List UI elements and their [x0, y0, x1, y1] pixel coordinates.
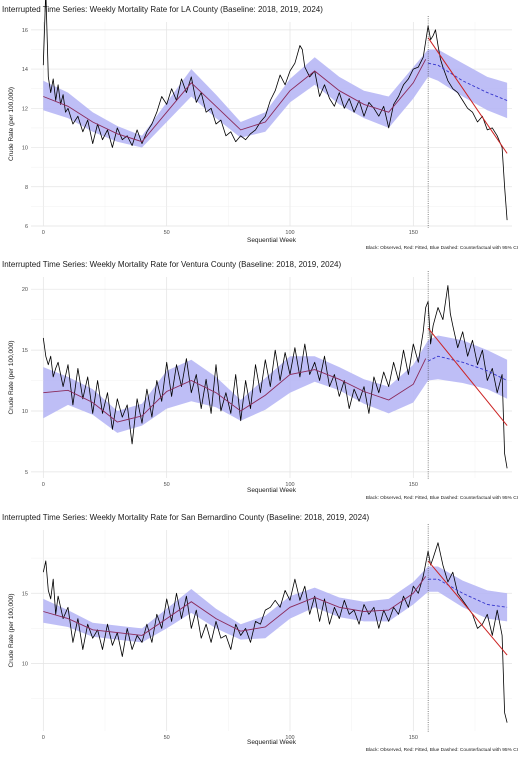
- fitted-line: [427, 327, 508, 426]
- grid: [31, 22, 512, 227]
- chart-panel-2: Interrupted Time Series: Weekly Mortalit…: [2, 513, 518, 753]
- chart-panel-0: Interrupted Time Series: Weekly Mortalit…: [2, 0, 518, 251]
- y-tick-label: 20: [22, 287, 28, 293]
- fitted-line: [43, 358, 427, 423]
- y-axis-label: Crude Rate (per 100,000): [8, 87, 15, 161]
- x-tick-label: 50: [164, 230, 170, 236]
- observed-line: [42, 0, 508, 221]
- counterfactual-line: [428, 62, 508, 101]
- x-tick-label: 150: [409, 735, 418, 741]
- y-tick-label: 10: [22, 662, 28, 668]
- counterfactual-line: [427, 355, 508, 381]
- x-tick-label: 100: [285, 482, 294, 488]
- confidence-band: [43, 335, 508, 433]
- x-tick-label: 50: [164, 735, 170, 741]
- confidence-band: [43, 566, 508, 643]
- y-tick-label: 15: [22, 348, 28, 354]
- chart-caption: Black: Observed, Red: Fitted, Blue Dashe…: [366, 747, 518, 753]
- y-tick-label: 5: [25, 470, 28, 476]
- chart-panel-1: Interrupted Time Series: Weekly Mortalit…: [2, 260, 518, 501]
- y-tick-label: 6: [25, 224, 28, 230]
- x-tick-label: 150: [409, 482, 418, 488]
- x-tick-label: 100: [285, 230, 294, 236]
- x-tick-label: 0: [42, 735, 45, 741]
- y-axis-label: Crude Rate (per 100,000): [8, 593, 15, 667]
- chart-title: Interrupted Time Series: Weekly Mortalit…: [2, 513, 369, 522]
- y-tick-label: 10: [22, 409, 28, 415]
- fitted-line: [427, 37, 508, 154]
- fitted-line: [427, 560, 508, 656]
- y-tick-label: 10: [22, 146, 28, 152]
- y-tick-label: 8: [25, 185, 28, 191]
- observed-line: [42, 285, 508, 469]
- y-tick-label: 15: [22, 591, 28, 597]
- chart-title: Interrupted Time Series: Weekly Mortalit…: [2, 260, 341, 269]
- x-axis-label: Sequential Week: [247, 739, 297, 746]
- x-tick-label: 0: [42, 482, 45, 488]
- chart-caption: Black: Observed, Red: Fitted, Blue Dashe…: [366, 495, 518, 501]
- chart-caption: Black: Observed, Red: Fitted, Blue Dashe…: [366, 245, 518, 251]
- x-tick-label: 0: [42, 230, 45, 236]
- fitted-line: [43, 59, 427, 143]
- x-axis-label: Sequential Week: [247, 487, 297, 494]
- counterfactual-line: [428, 578, 508, 608]
- confidence-band: [43, 49, 508, 148]
- y-axis-label: Crude Rate (per 100,000): [8, 340, 15, 414]
- y-tick-label: 14: [22, 67, 28, 73]
- x-axis-label: Sequential Week: [247, 237, 297, 244]
- x-tick-label: 100: [285, 735, 294, 741]
- fitted-line: [43, 576, 427, 636]
- chart-title: Interrupted Time Series: Weekly Mortalit…: [2, 5, 323, 14]
- x-tick-label: 150: [409, 230, 418, 236]
- observed-line: [42, 542, 508, 723]
- x-tick-label: 50: [164, 482, 170, 488]
- y-tick-label: 16: [22, 28, 28, 34]
- y-tick-label: 12: [22, 106, 28, 112]
